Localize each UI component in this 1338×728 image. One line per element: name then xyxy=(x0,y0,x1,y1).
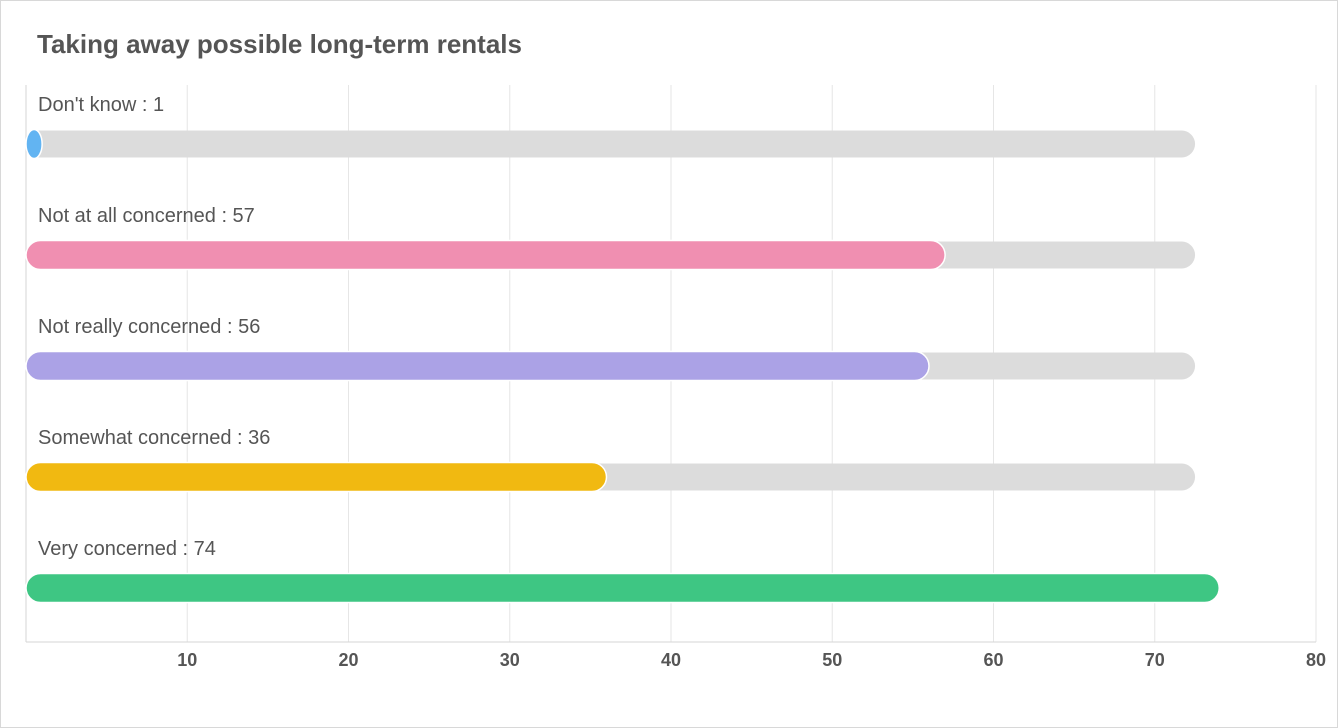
x-tick-label: 40 xyxy=(661,650,681,670)
x-tick-label: 60 xyxy=(983,650,1003,670)
bar xyxy=(25,572,1220,604)
bar-label: Not at all concerned : 57 xyxy=(38,205,255,227)
x-tick-label: 80 xyxy=(1306,650,1326,670)
x-tick-label: 50 xyxy=(822,650,842,670)
x-tick-label: 30 xyxy=(500,650,520,670)
bar-label: Don't know : 1 xyxy=(38,94,164,116)
bar xyxy=(25,350,930,382)
bar xyxy=(25,239,946,271)
bar-label: Not really concerned : 56 xyxy=(38,316,260,338)
x-tick-label: 20 xyxy=(338,650,358,670)
bar-label: Somewhat concerned : 36 xyxy=(38,427,270,449)
bar-track xyxy=(26,130,1196,158)
bar-label: Very concerned : 74 xyxy=(38,538,216,560)
x-tick-label: 10 xyxy=(177,650,197,670)
x-tick-label: 70 xyxy=(1145,650,1165,670)
bar xyxy=(25,128,43,160)
chart-title: Taking away possible long-term rentals xyxy=(37,29,522,59)
bar xyxy=(25,461,608,493)
